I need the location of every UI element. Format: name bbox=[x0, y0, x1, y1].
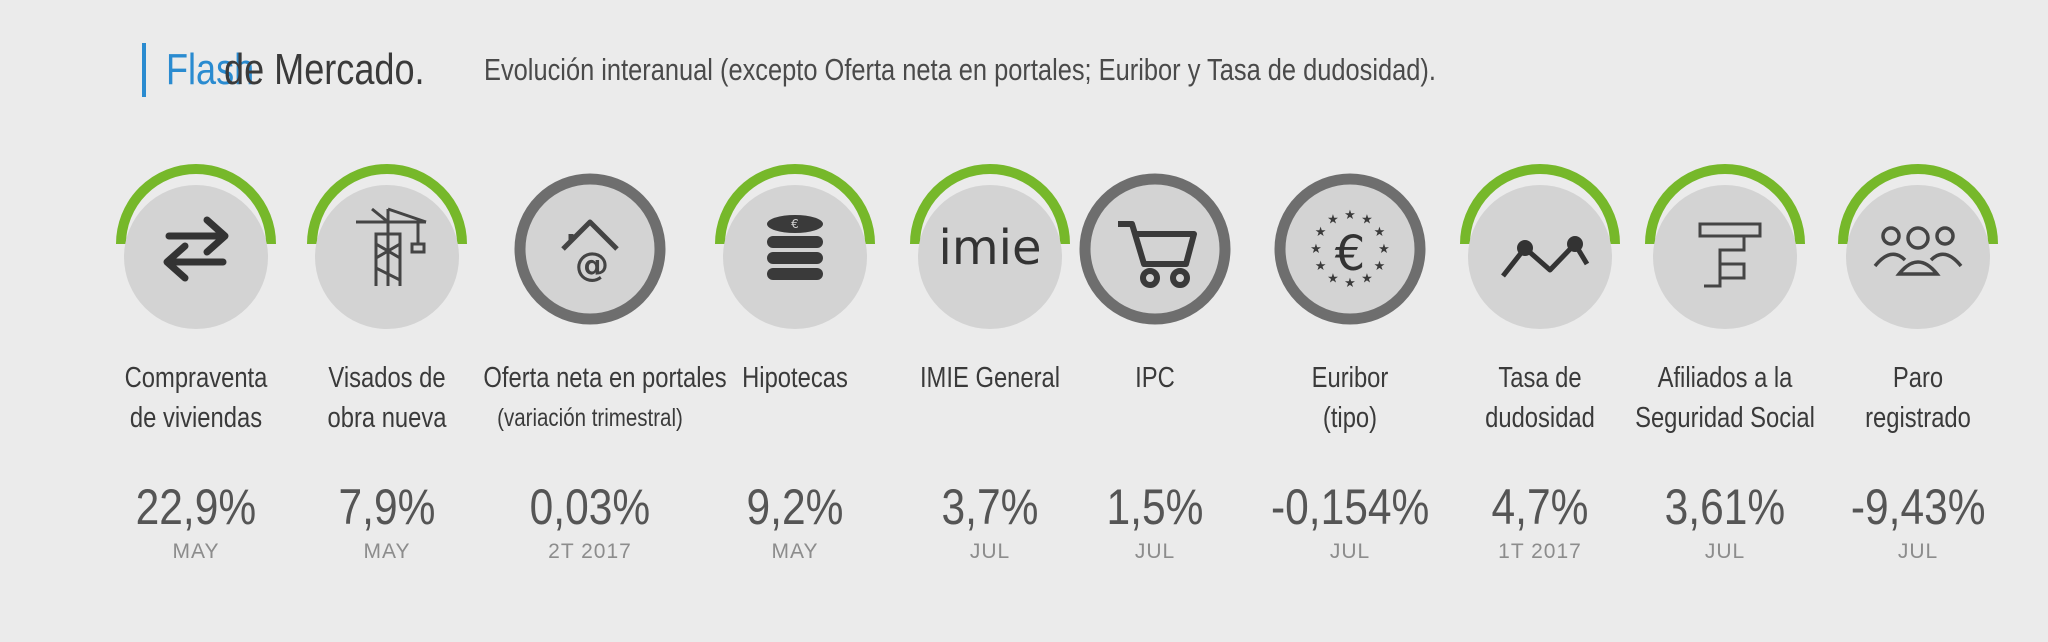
indicator-label-line1: IMIE General bbox=[919, 362, 1061, 394]
indicator-value-text: 1,5% bbox=[1106, 479, 1204, 535]
indicator-label-line1: Euribor bbox=[1311, 362, 1389, 394]
indicator-value: 9,2% bbox=[685, 478, 905, 536]
svg-text:imie: imie bbox=[939, 220, 1042, 276]
indicator-label-line1: Compraventa bbox=[124, 362, 268, 394]
svg-text:★: ★ bbox=[1374, 225, 1386, 240]
svg-text:★: ★ bbox=[1374, 259, 1386, 274]
indicator-label-line1: Oferta neta en portales bbox=[483, 362, 727, 394]
svg-text:€: € bbox=[1335, 226, 1366, 282]
indicator-value-text: 7,9% bbox=[338, 479, 436, 535]
arrows-exchange-icon bbox=[111, 164, 281, 334]
indicator-value-text: -0,154% bbox=[1270, 479, 1430, 535]
indicator-value: 0,03% bbox=[480, 478, 700, 536]
subtitle: Evolución interanual (excepto Oferta net… bbox=[484, 52, 1437, 87]
indicator-period: JUL bbox=[1134, 540, 1176, 563]
svg-text:★: ★ bbox=[1344, 276, 1356, 291]
title-main: de Mercado. bbox=[223, 45, 425, 94]
euro-stars-icon: € ★ ★ ★ ★ ★ ★ ★ ★ ★ ★ ★ ★ bbox=[1265, 164, 1435, 334]
svg-text:★: ★ bbox=[1344, 208, 1356, 223]
indicator-label-line1: Hipotecas bbox=[742, 362, 848, 394]
title-accent: Flash bbox=[166, 45, 255, 94]
indicator-label: Paro registrado bbox=[1788, 358, 2048, 438]
indicator-value: -0,154% bbox=[1240, 478, 1460, 536]
indicator-label: Oferta neta en portales (variación trimes… bbox=[460, 358, 727, 438]
indicator-label-line1: Afiliados a la bbox=[1657, 362, 1793, 394]
indicator-label: Compraventa de viviendas bbox=[66, 358, 326, 438]
indicator-label-line2: de viviendas bbox=[129, 402, 263, 434]
f-logo-icon bbox=[1640, 164, 1810, 334]
svg-text:★: ★ bbox=[1315, 259, 1327, 274]
svg-text:★: ★ bbox=[1361, 271, 1373, 286]
indicator-period: 2T 2017 bbox=[548, 540, 632, 563]
indicator-value-text: -9,43% bbox=[1850, 479, 1986, 535]
indicator-period: MAY bbox=[363, 540, 411, 563]
indicator-value-text: 3,7% bbox=[941, 479, 1039, 535]
indicator-value-text: 22,9% bbox=[135, 479, 257, 535]
header-accent-bar bbox=[142, 43, 146, 97]
shopping-cart-icon bbox=[1070, 164, 1240, 334]
svg-text:€: € bbox=[791, 217, 799, 231]
indicator-value: 7,9% bbox=[277, 478, 497, 536]
svg-text:★: ★ bbox=[1378, 242, 1390, 257]
indicator-label: IMIE General bbox=[860, 358, 1120, 398]
indicator-value: 3,61% bbox=[1615, 478, 1835, 536]
indicator-label-line1: Paro bbox=[1892, 362, 1944, 394]
indicator-label-line1: Tasa de bbox=[1498, 362, 1582, 394]
indicator-label-line2: (variación trimestral) bbox=[497, 404, 683, 432]
indicator-period: JUL bbox=[969, 540, 1011, 563]
svg-text:★: ★ bbox=[1315, 225, 1327, 240]
crane-icon bbox=[302, 164, 472, 334]
indicator-period: 1T 2017 bbox=[1498, 540, 1582, 563]
indicator-label-line1: IPC bbox=[1135, 362, 1175, 394]
imie-logo-icon: imie bbox=[905, 164, 1075, 334]
indicator-label: Tasa de dudosidad bbox=[1410, 358, 1670, 438]
people-group-icon bbox=[1833, 164, 2003, 334]
house-at-icon: @ bbox=[505, 164, 675, 334]
indicator-value-text: 3,61% bbox=[1664, 479, 1786, 535]
indicator-period: MAY bbox=[771, 540, 819, 563]
indicator-label-line2: obra nueva bbox=[327, 402, 447, 434]
indicator-label-line2: dudosidad bbox=[1485, 402, 1595, 434]
svg-text:★: ★ bbox=[1327, 271, 1339, 286]
indicator-value-text: 9,2% bbox=[746, 479, 844, 535]
svg-text:★: ★ bbox=[1327, 213, 1339, 228]
indicator-label-line2: registrado bbox=[1865, 402, 1971, 434]
indicator-period: JUL bbox=[1704, 540, 1746, 563]
indicator-period: JUL bbox=[1329, 540, 1371, 563]
indicator-value: 4,7% bbox=[1430, 478, 1650, 536]
indicator-value: 1,5% bbox=[1045, 478, 1265, 536]
indicator-period: JUL bbox=[1897, 540, 1939, 563]
indicator-label: Euribor (tipo) bbox=[1220, 358, 1480, 438]
coins-euro-icon: € bbox=[710, 164, 880, 334]
indicator-period: MAY bbox=[172, 540, 220, 563]
indicator-label-line1: Visados de bbox=[328, 362, 446, 394]
indicator-value: 3,7% bbox=[880, 478, 1100, 536]
indicator-label-line2: (tipo) bbox=[1322, 402, 1378, 434]
indicator-value-text: 0,03% bbox=[529, 479, 651, 535]
indicator-label: Afiliados a la Seguridad Social bbox=[1595, 358, 1855, 438]
header: Flash de Mercado. Evolución interanual (… bbox=[142, 40, 1645, 100]
svg-text:@: @ bbox=[575, 245, 609, 285]
indicator-value-text: 4,7% bbox=[1491, 479, 1589, 535]
indicator-label: IPC bbox=[1025, 358, 1285, 398]
svg-text:★: ★ bbox=[1310, 242, 1322, 257]
indicator-label-line2: Seguridad Social bbox=[1635, 402, 1815, 434]
svg-text:★: ★ bbox=[1361, 213, 1373, 228]
indicator-value: 22,9% bbox=[86, 478, 306, 536]
indicator-value: -9,43% bbox=[1808, 478, 2028, 536]
line-chart-icon bbox=[1455, 164, 1625, 334]
indicator-label: Visados de obra nueva bbox=[257, 358, 517, 438]
indicator-label: Hipotecas bbox=[665, 358, 925, 398]
